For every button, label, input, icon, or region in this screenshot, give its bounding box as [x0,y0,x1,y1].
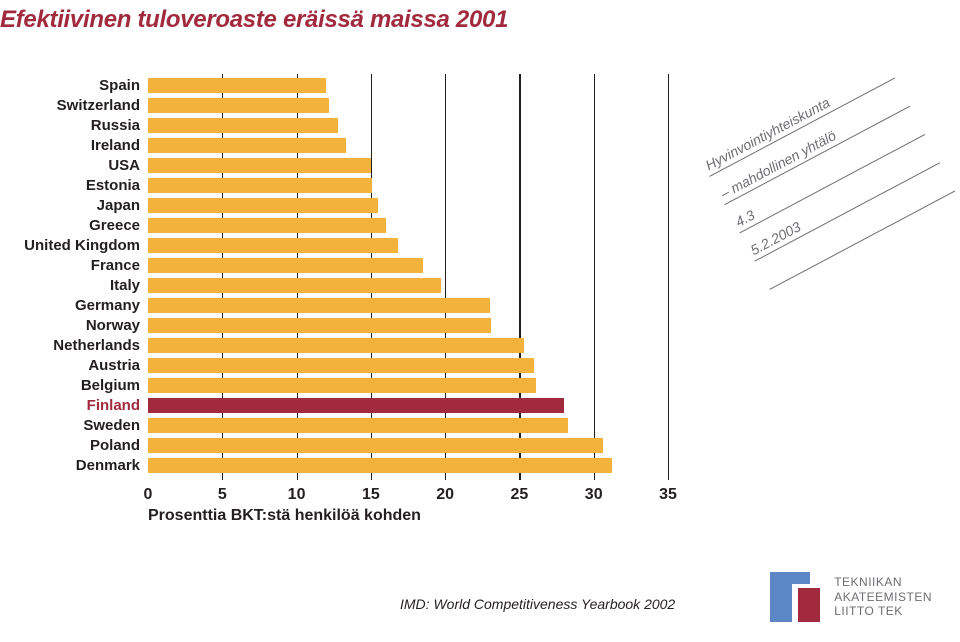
logo-line-2: AKATEEMISTEN [834,590,932,604]
y-axis-labels: Spain Switzerland Russia Ireland USA Estonia J… [0,78,148,478]
bar [148,238,398,253]
bar-label: Japan [97,198,140,213]
bar [148,158,371,173]
bar-label: Greece [89,218,140,233]
bar-label: United Kingdom [24,238,140,253]
bar [148,138,346,153]
x-tick: 15 [362,486,380,504]
bar [148,458,612,473]
bar [148,278,441,293]
bar-label: USA [108,158,140,173]
bar [148,338,524,353]
bar [148,178,372,193]
x-tick: 25 [511,486,529,504]
source-text: IMD: World Competitiveness Yearbook 2002 [400,596,675,612]
bar-label: Italy [110,278,140,293]
bar-label: Austria [88,358,140,373]
x-axis-label: Prosenttia BKT:stä henkilöä kohden [148,507,421,525]
bar-label: Ireland [91,138,140,153]
bar-label: Norway [86,318,140,333]
bar-label: Spain [99,78,140,93]
bar-label: Russia [91,118,140,133]
bar-label: Sweden [83,418,140,433]
grid-line [594,74,595,480]
annotation-block: Hyvinvointiyhteiskunta– mahdollinen yhtä… [695,50,956,290]
bar [148,78,326,93]
x-axis: Prosenttia BKT:stä henkilöä kohden 05101… [148,482,668,522]
logo-mark [770,572,820,622]
x-tick: 10 [288,486,306,504]
logo-text: TEKNIIKAN AKATEEMISTEN LIITTO TEK [834,575,932,618]
x-tick: 20 [436,486,454,504]
x-tick: 0 [144,486,153,504]
bar-label: Netherlands [53,338,140,353]
logo-line-1: TEKNIIKAN [834,575,932,589]
bar [148,438,603,453]
x-tick: 35 [659,486,677,504]
bar [148,318,491,333]
bar-label: Denmark [76,458,140,473]
bar-label: Germany [75,298,140,313]
plot-area [148,78,668,478]
page-title: Efektiivinen tuloveroaste eräissä maissa… [0,6,508,34]
bar [148,398,564,413]
bar-label: Belgium [81,378,140,393]
bar [148,98,329,113]
grid-line [668,74,669,480]
x-tick: 30 [585,486,603,504]
bar [148,218,386,233]
bar-chart: Spain Switzerland Russia Ireland USA Estonia J… [0,78,680,508]
bar [148,258,423,273]
bar [148,118,338,133]
bar-label: Switzerland [57,98,140,113]
logo-line-3: LIITTO TEK [834,604,932,618]
bar-label: Finland [87,398,140,413]
logo-block: TEKNIIKAN AKATEEMISTEN LIITTO TEK [770,572,932,622]
bar-label: Estonia [86,178,140,193]
bar [148,418,568,433]
bar [148,378,536,393]
bar-label: Poland [90,438,140,453]
bar [148,358,534,373]
bar-label: France [91,258,140,273]
bar [148,298,490,313]
x-tick: 5 [218,486,227,504]
bar [148,198,378,213]
